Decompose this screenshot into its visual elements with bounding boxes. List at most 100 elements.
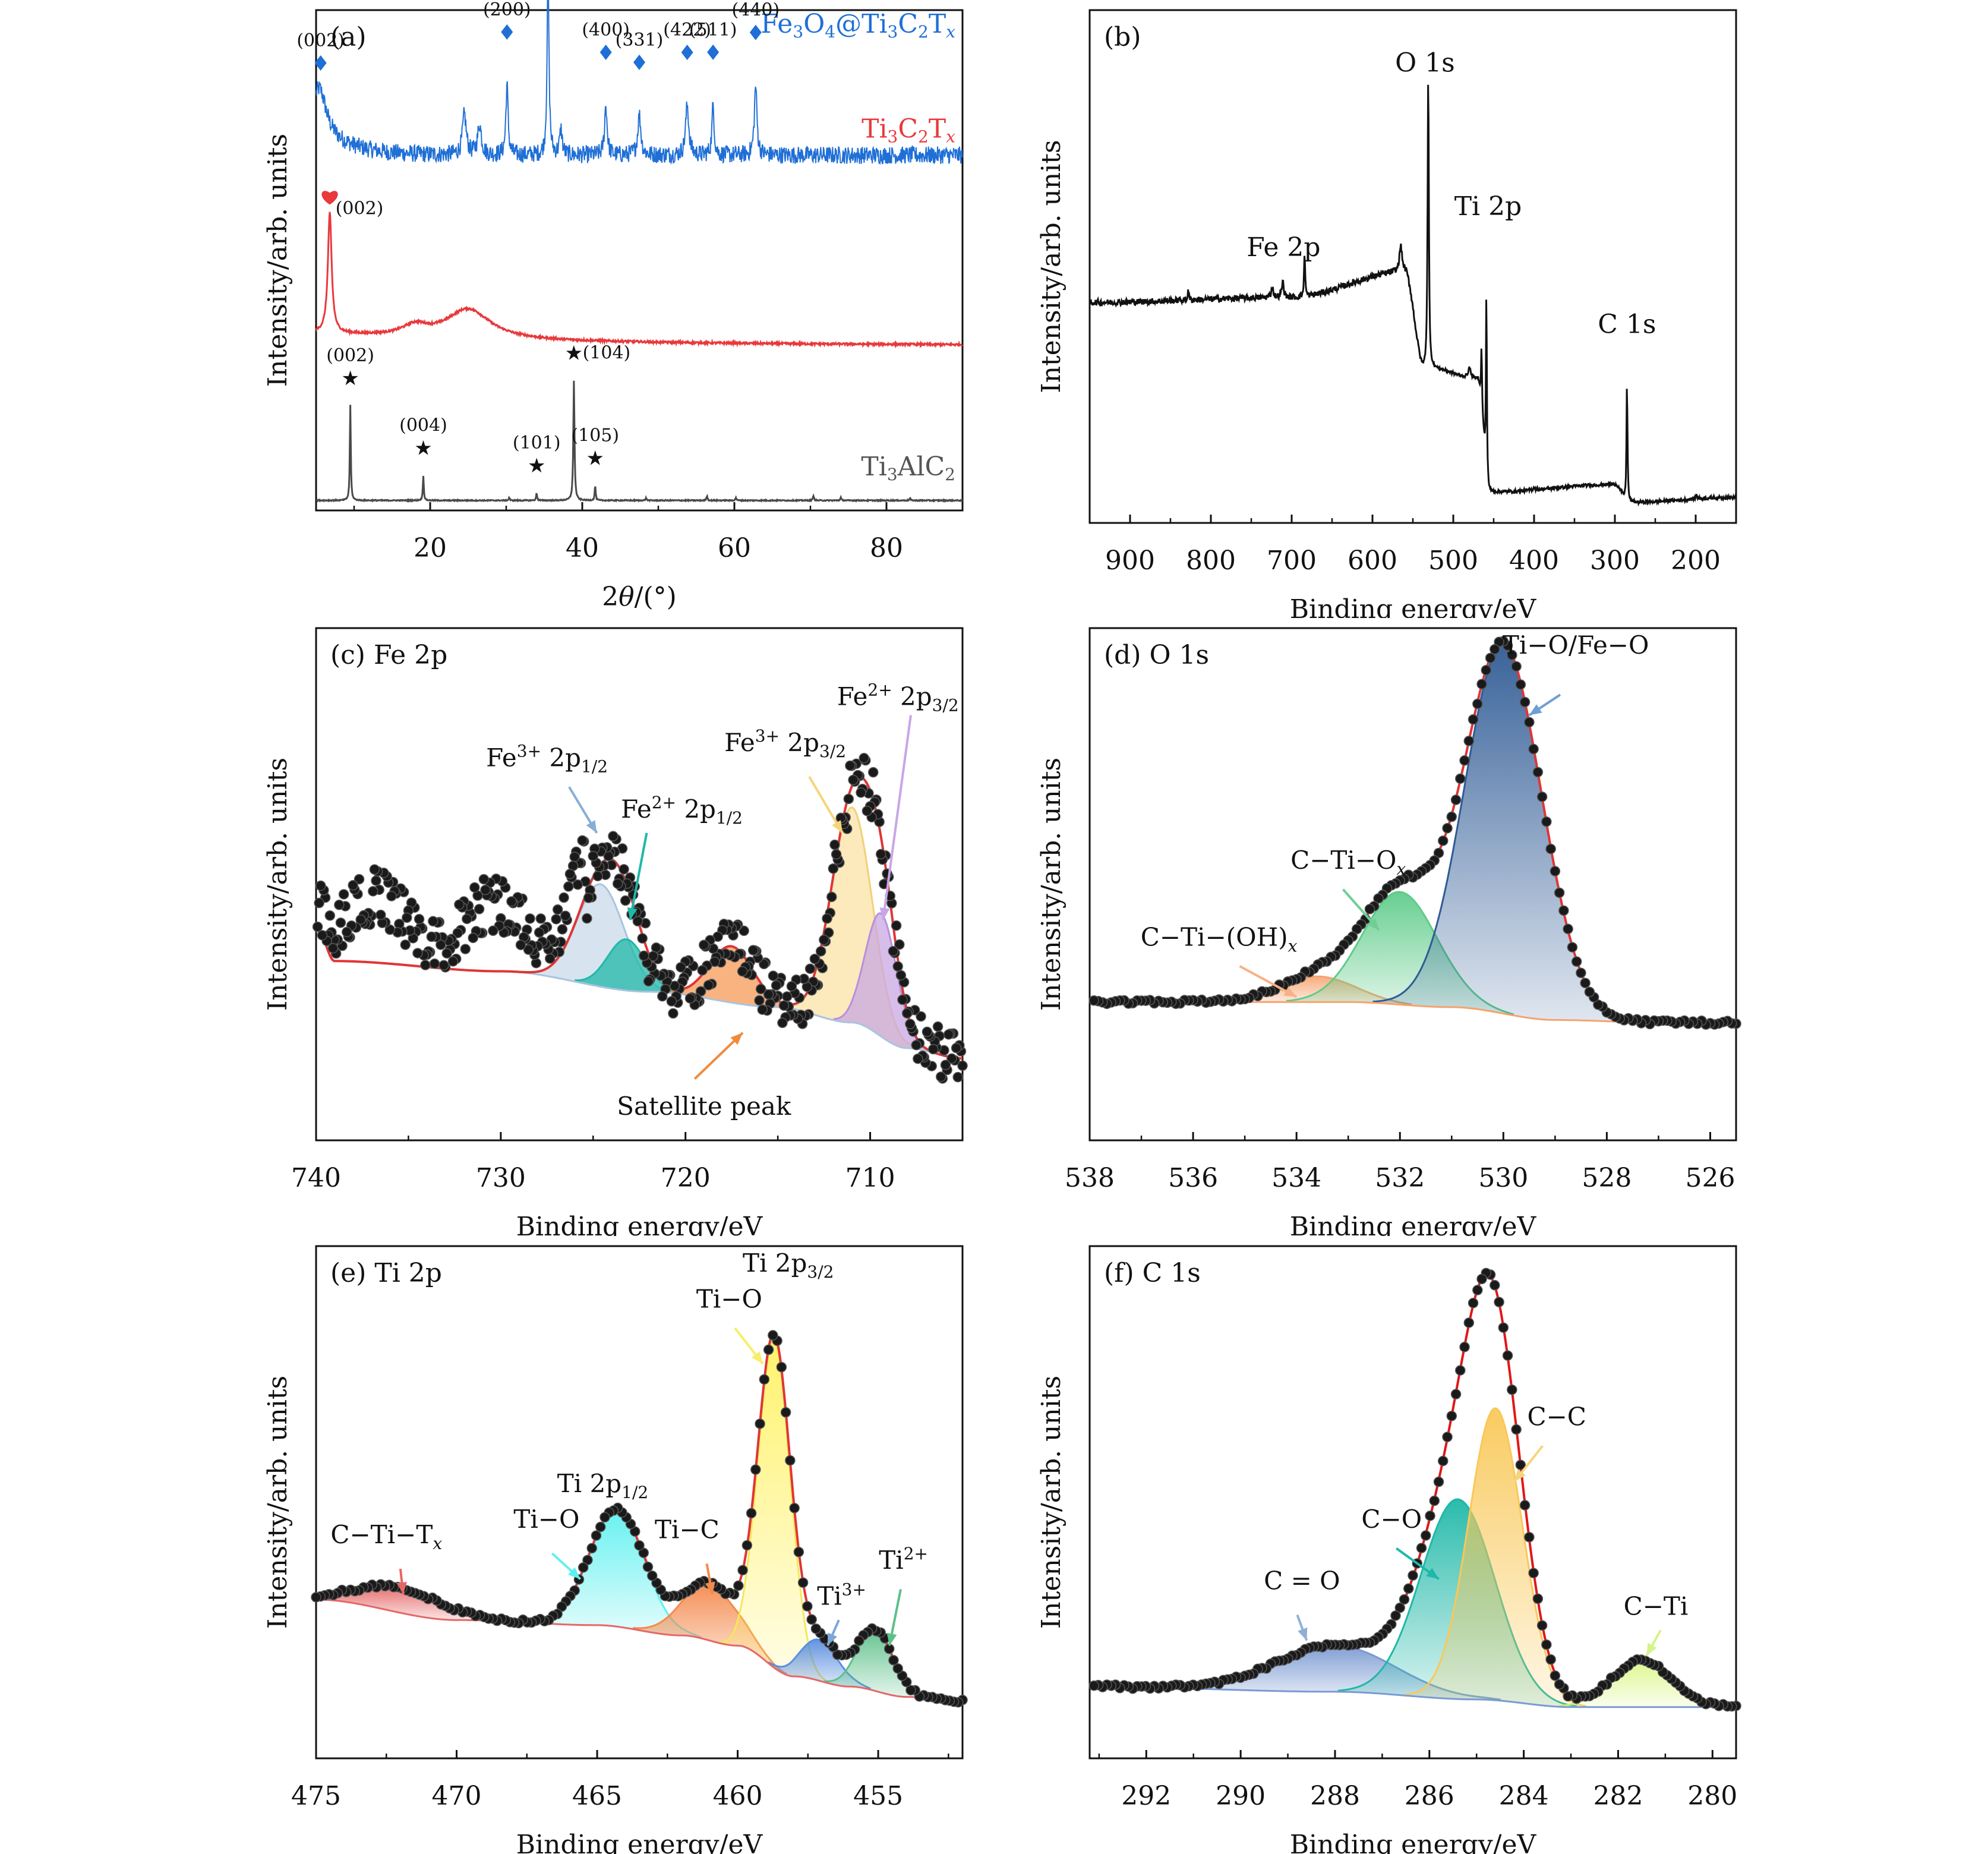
data-point	[928, 1043, 939, 1055]
diamond-marker	[707, 44, 720, 60]
star-marker: ★	[586, 446, 604, 470]
data-point	[1476, 679, 1487, 689]
hkl-label: (104)	[583, 343, 631, 364]
data-point	[1455, 773, 1466, 784]
panel-f-xtick-label: 280	[1687, 1781, 1737, 1811]
panel-e-frame	[315, 1245, 964, 1760]
panel-f-label: (f) C 1s	[1104, 1258, 1201, 1288]
data-point	[400, 939, 411, 950]
panel-d-xtick-label: 530	[1478, 1163, 1528, 1193]
data-point	[862, 805, 873, 816]
data-point	[428, 916, 438, 927]
data-point	[697, 965, 708, 976]
fit-component-5	[824, 1629, 927, 1699]
arrow-head-icon	[1283, 986, 1297, 997]
data-point	[1433, 1476, 1444, 1487]
data-point	[452, 928, 463, 938]
data-point	[384, 924, 396, 935]
panel-c-xtick-label: 720	[661, 1163, 711, 1193]
data-point	[943, 1029, 954, 1040]
arrow-head-icon	[1298, 1627, 1308, 1641]
panel-b-xtick-label: 800	[1186, 546, 1236, 576]
data-point	[1580, 978, 1591, 988]
fit-component-1	[533, 1508, 702, 1639]
peak-label: Fe2+ 2p3/2	[837, 680, 959, 715]
panel-a-xtick-label: 60	[718, 533, 751, 563]
data-point	[901, 1008, 913, 1019]
panel-a-xrd-chart: 20 40 60 80 2θ/(°) Intensity/arb. units (a) Fe3…	[263, 0, 964, 612]
data-point	[412, 948, 423, 958]
data-point	[763, 989, 774, 1000]
data-point	[1468, 1298, 1479, 1308]
arrow-line	[629, 833, 648, 920]
data-point	[755, 983, 766, 995]
data-point	[669, 980, 680, 991]
fit-component-2	[1405, 1408, 1586, 1707]
panel-a-xtick-label: 80	[870, 533, 903, 563]
hkl-label: (002)	[326, 345, 374, 366]
arrow-head-icon	[730, 1032, 743, 1045]
hkl-label: (422)	[663, 20, 711, 40]
peak-label: C−Ti	[1624, 1592, 1689, 1621]
data-point	[429, 958, 440, 969]
panel-a-xtick-label: 20	[414, 533, 447, 563]
data-point	[1554, 887, 1565, 898]
data-point	[1442, 1432, 1453, 1442]
data-point	[438, 960, 449, 971]
data-point	[1541, 816, 1552, 827]
data-point	[552, 904, 563, 915]
data-point	[1524, 717, 1535, 728]
data-point	[335, 917, 346, 928]
peak-annotation: Ti 2p	[1454, 191, 1522, 222]
data-point	[951, 1042, 962, 1054]
data-point	[426, 931, 437, 942]
data-point	[819, 934, 829, 945]
panel-f-xlabel: Binding energy/eV	[1290, 1830, 1537, 1854]
data-point	[1463, 1317, 1475, 1328]
peak-label: C−Ti−Tx	[330, 1520, 442, 1553]
data-point	[480, 884, 491, 896]
data-point	[703, 980, 714, 991]
panel-d-ylabel: Intensity/arb. units	[1036, 758, 1066, 1011]
data-point	[1563, 1691, 1573, 1702]
fit-component-2	[633, 1584, 787, 1675]
data-point	[478, 874, 490, 885]
data-point	[1476, 1273, 1487, 1285]
data-point	[338, 889, 349, 900]
data-point	[815, 946, 826, 957]
data-point	[1524, 1532, 1535, 1543]
hkl-label: (002)	[296, 30, 345, 51]
data-point	[1425, 1511, 1435, 1521]
data-point	[327, 942, 339, 954]
data-point	[854, 1635, 864, 1646]
survey-spectrum-line	[1088, 84, 1737, 507]
data-point	[1446, 1411, 1457, 1421]
data-point	[348, 879, 358, 891]
data-point	[545, 953, 556, 964]
data-point	[1545, 1654, 1556, 1665]
data-point	[558, 892, 569, 903]
data-point	[355, 914, 366, 925]
panel-b-xtick-label: 200	[1671, 546, 1721, 576]
star-marker: ★	[341, 367, 359, 390]
data-point	[888, 1655, 899, 1666]
data-point	[582, 913, 592, 924]
data-point	[1550, 1670, 1561, 1681]
data-point	[569, 852, 580, 862]
panel-f-xtick-label: 290	[1216, 1781, 1266, 1811]
data-point	[583, 893, 594, 903]
data-point	[1373, 893, 1384, 904]
data-point	[763, 1344, 774, 1355]
panel-a-ylabel: Intensity/arb. units	[263, 134, 293, 387]
heart-marker	[321, 191, 338, 205]
data-point	[776, 1361, 787, 1373]
data-point	[1438, 1455, 1449, 1467]
data-point	[311, 1592, 321, 1603]
data-point	[737, 1565, 748, 1576]
data-point	[1442, 823, 1453, 834]
panel-a-frame	[315, 9, 964, 512]
data-point	[741, 1540, 753, 1551]
panel-d-xtick-label: 528	[1582, 1163, 1632, 1193]
diamond-marker	[599, 45, 612, 61]
data-point	[759, 1374, 770, 1385]
